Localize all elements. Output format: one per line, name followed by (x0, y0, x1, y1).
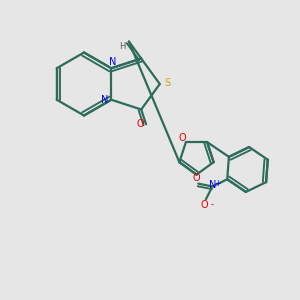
Text: O: O (137, 119, 145, 129)
Text: S: S (164, 77, 170, 88)
Text: N: N (109, 57, 116, 67)
Text: +: + (214, 179, 221, 188)
Text: N: N (209, 180, 216, 190)
Text: O: O (178, 133, 186, 142)
Text: O: O (201, 200, 208, 210)
Text: N: N (101, 95, 108, 105)
Text: H: H (119, 41, 125, 50)
Text: O: O (193, 173, 201, 183)
Text: -: - (211, 200, 214, 209)
